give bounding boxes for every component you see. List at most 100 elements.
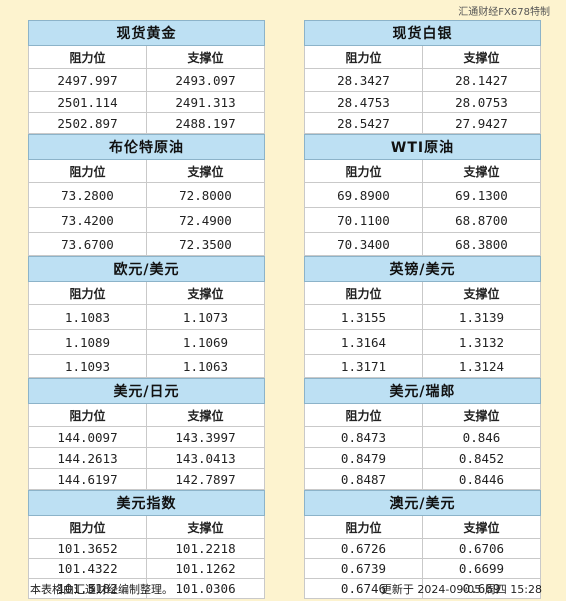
resistance-value: 144.6197 (28, 468, 147, 490)
support-header: 支撑位 (422, 403, 541, 427)
resistance-header: 阻力位 (304, 281, 423, 305)
support-value: 0.8446 (422, 468, 541, 490)
table-row: 28.4753 28.0753 (304, 91, 541, 113)
table-row: 0.6739 0.6699 (304, 558, 541, 579)
table-row: 2501.114 2491.313 (28, 91, 265, 113)
resistance-value: 70.1100 (304, 207, 423, 233)
table-row: 2502.897 2488.197 (28, 112, 265, 134)
table-row: 70.3400 68.3800 (304, 232, 541, 256)
level-table: 欧元/美元 阻力位 支撑位 1.1083 1.1073 1.1089 1.1069 1.109… (28, 256, 265, 378)
left-column: 现货黄金 阻力位 支撑位 2497.997 2493.097 2501.114 2491.3… (28, 20, 265, 599)
resistance-value: 1.1089 (28, 329, 147, 355)
table-row: 28.5427 27.9427 (304, 112, 541, 134)
resistance-value: 0.8473 (304, 426, 423, 448)
watermark: 汇通财经FX678特制 (458, 7, 550, 18)
resistance-value: 144.2613 (28, 447, 147, 469)
table-row: 69.8900 69.1300 (304, 182, 541, 208)
support-header: 支撑位 (422, 45, 541, 69)
support-value: 72.4900 (146, 207, 265, 233)
support-value: 2491.313 (146, 91, 265, 113)
support-header: 支撑位 (146, 159, 265, 183)
table-row: 2497.997 2493.097 (28, 68, 265, 92)
support-value: 1.1069 (146, 329, 265, 355)
support-value: 101.1262 (146, 558, 265, 579)
support-value: 0.6699 (422, 558, 541, 579)
table-row: 0.8473 0.846 (304, 426, 541, 448)
support-value: 0.669 (422, 578, 541, 599)
table-row: 73.6700 72.3500 (28, 232, 265, 256)
support-value: 72.3500 (146, 232, 265, 256)
table-row: 101.3652 101.2218 (28, 538, 265, 559)
support-value: 72.8000 (146, 182, 265, 208)
footer-updated: 更新于 2024-09-05 周四 15:28 (380, 583, 542, 596)
table-title: 英镑/美元 (304, 256, 541, 282)
support-value: 68.3800 (422, 232, 541, 256)
resistance-value: 144.0097 (28, 426, 147, 448)
table-title: 布伦特原油 (28, 134, 265, 160)
table-title: 美元指数 (28, 490, 265, 516)
level-table: 美元指数 阻力位 支撑位 101.3652 101.2218 101.4322 101.12… (28, 490, 265, 599)
level-table: WTI原油 阻力位 支撑位 69.8900 69.1300 70.1100 68.8700 7… (304, 134, 541, 256)
level-table: 美元/瑞郎 阻力位 支撑位 0.8473 0.846 0.8479 0.8452 0.8487… (304, 378, 541, 490)
table-row: 144.2613 143.0413 (28, 447, 265, 469)
support-value: 1.3132 (422, 329, 541, 355)
resistance-value: 0.8479 (304, 447, 423, 469)
resistance-value: 2497.997 (28, 68, 147, 92)
table-row: 101.4322 101.1262 (28, 558, 265, 579)
table-row: 73.4200 72.4900 (28, 207, 265, 233)
support-header: 支撑位 (422, 159, 541, 183)
table-row: 144.0097 143.3997 (28, 426, 265, 448)
level-table: 澳元/美元 阻力位 支撑位 0.6726 0.6706 0.6739 0.6699 0.674… (304, 490, 541, 599)
level-table: 现货白银 阻力位 支撑位 28.3427 28.1427 28.4753 28.0753 28… (304, 20, 541, 134)
right-column: 现货白银 阻力位 支撑位 28.3427 28.1427 28.4753 28.0753 28… (304, 20, 541, 599)
resistance-header: 阻力位 (304, 45, 423, 69)
table-row: 28.3427 28.1427 (304, 68, 541, 92)
support-value: 28.1427 (422, 68, 541, 92)
support-header: 支撑位 (146, 281, 265, 305)
resistance-value: 0.6726 (304, 538, 423, 559)
support-value: 0.6706 (422, 538, 541, 559)
resistance-value: 28.5427 (304, 112, 423, 134)
resistance-value: 69.8900 (304, 182, 423, 208)
support-header: 支撑位 (422, 281, 541, 305)
support-value: 1.3139 (422, 304, 541, 330)
resistance-value: 73.4200 (28, 207, 147, 233)
resistance-value: 1.1093 (28, 354, 147, 378)
support-header: 支撑位 (422, 515, 541, 539)
resistance-value: 1.1083 (28, 304, 147, 330)
resistance-value: 101.3652 (28, 538, 147, 559)
table-row: 1.3164 1.3132 (304, 329, 541, 355)
level-table: 现货黄金 阻力位 支撑位 2497.997 2493.097 2501.114 2491.3… (28, 20, 265, 134)
resistance-value: 28.3427 (304, 68, 423, 92)
resistance-value: 0.8487 (304, 468, 423, 490)
resistance-header: 阻力位 (304, 515, 423, 539)
support-header: 支撑位 (146, 515, 265, 539)
resistance-header: 阻力位 (304, 159, 423, 183)
resistance-header: 阻力位 (28, 403, 147, 427)
table-row: 0.8479 0.8452 (304, 447, 541, 469)
level-table: 美元/日元 阻力位 支撑位 144.0097 143.3997 144.2613 143.0… (28, 378, 265, 490)
resistance-value: 2502.897 (28, 112, 147, 134)
table-row: 73.2800 72.8000 (28, 182, 265, 208)
footer-note: 本表格由汇通财经编制整理。 (30, 583, 173, 596)
support-value: 1.3124 (422, 354, 541, 378)
support-value: 27.9427 (422, 112, 541, 134)
resistance-value: 1.3171 (304, 354, 423, 378)
resistance-value: 101.4322 (28, 558, 147, 579)
resistance-value: 1.3155 (304, 304, 423, 330)
table-title: 美元/日元 (28, 378, 265, 404)
resistance-value: 101.5182 (28, 578, 147, 599)
level-table: 英镑/美元 阻力位 支撑位 1.3155 1.3139 1.3164 1.3132 1.317… (304, 256, 541, 378)
table-row: 1.3155 1.3139 (304, 304, 541, 330)
resistance-value: 73.6700 (28, 232, 147, 256)
resistance-header: 阻力位 (28, 281, 147, 305)
support-value: 28.0753 (422, 91, 541, 113)
support-value: 1.1073 (146, 304, 265, 330)
resistance-value: 1.3164 (304, 329, 423, 355)
support-header: 支撑位 (146, 45, 265, 69)
table-row: 1.3171 1.3124 (304, 354, 541, 378)
support-value: 69.1300 (422, 182, 541, 208)
support-value: 2488.197 (146, 112, 265, 134)
support-value: 1.1063 (146, 354, 265, 378)
support-value: 143.0413 (146, 447, 265, 469)
